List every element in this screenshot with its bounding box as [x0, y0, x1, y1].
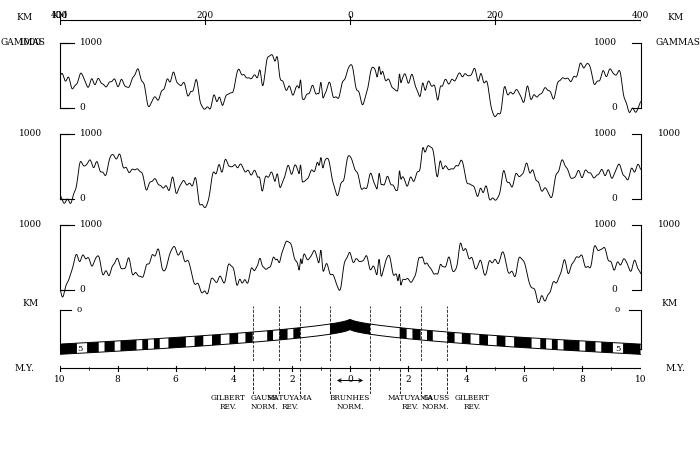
Text: GILBERT
REV.: GILBERT REV. — [211, 394, 246, 411]
Text: 2: 2 — [405, 375, 411, 384]
Text: KM: KM — [22, 299, 38, 308]
Text: 0: 0 — [612, 104, 617, 113]
Polygon shape — [330, 320, 370, 334]
Text: 200: 200 — [196, 11, 214, 20]
Text: GAMMAS: GAMMAS — [0, 37, 45, 46]
Polygon shape — [142, 339, 148, 350]
Text: M.Y.: M.Y. — [15, 364, 34, 373]
Polygon shape — [267, 330, 273, 341]
Text: 1000: 1000 — [19, 129, 42, 138]
Text: 0: 0 — [77, 306, 82, 314]
Text: KM: KM — [662, 299, 678, 308]
Text: GAUSS
NORM.: GAUSS NORM. — [251, 394, 278, 411]
Polygon shape — [497, 336, 505, 346]
Polygon shape — [293, 328, 300, 339]
Polygon shape — [447, 332, 454, 343]
Text: 0: 0 — [612, 194, 617, 203]
Polygon shape — [246, 332, 253, 343]
Polygon shape — [412, 329, 421, 340]
Text: 1000: 1000 — [594, 38, 617, 47]
Polygon shape — [195, 336, 203, 346]
Text: 2: 2 — [289, 375, 295, 384]
Text: 0: 0 — [80, 104, 85, 113]
Polygon shape — [154, 339, 160, 349]
Polygon shape — [212, 334, 220, 345]
Polygon shape — [400, 328, 407, 339]
Text: 1000: 1000 — [19, 37, 42, 46]
Polygon shape — [540, 339, 546, 349]
Text: 400: 400 — [51, 11, 68, 20]
Polygon shape — [279, 329, 288, 340]
Text: MATUYAMA
REV.: MATUYAMA REV. — [267, 394, 313, 411]
Polygon shape — [230, 333, 238, 344]
Polygon shape — [60, 343, 77, 354]
Text: 5: 5 — [77, 345, 83, 353]
Text: KM: KM — [667, 14, 683, 23]
Polygon shape — [104, 341, 115, 352]
Polygon shape — [427, 330, 433, 341]
Text: 1000: 1000 — [80, 129, 103, 138]
Text: 1000: 1000 — [658, 219, 681, 228]
Text: 1000: 1000 — [19, 219, 42, 228]
Text: 0: 0 — [615, 306, 620, 314]
Text: 4: 4 — [231, 375, 237, 384]
Text: KM: KM — [17, 14, 33, 23]
Polygon shape — [601, 342, 613, 353]
Text: 10: 10 — [635, 375, 646, 384]
Text: 8: 8 — [115, 375, 120, 384]
Text: 8: 8 — [580, 375, 585, 384]
Polygon shape — [60, 320, 640, 354]
Text: 1000: 1000 — [658, 129, 681, 138]
Text: 1000: 1000 — [80, 38, 103, 47]
Polygon shape — [120, 340, 136, 351]
Polygon shape — [514, 337, 531, 348]
Text: 1000: 1000 — [594, 129, 617, 138]
Text: GAMMAS: GAMMAS — [655, 37, 700, 46]
Text: 400: 400 — [632, 11, 649, 20]
Polygon shape — [87, 342, 99, 353]
Text: 0: 0 — [80, 286, 85, 295]
Text: 5: 5 — [615, 345, 620, 353]
Polygon shape — [462, 333, 470, 344]
Text: MATUYAMA
REV.: MATUYAMA REV. — [387, 394, 433, 411]
Text: 0: 0 — [347, 375, 353, 384]
Text: BRUNHES
NORM.: BRUNHES NORM. — [330, 394, 370, 411]
Polygon shape — [480, 334, 488, 345]
Text: 200: 200 — [486, 11, 504, 20]
Text: 6: 6 — [173, 375, 178, 384]
Polygon shape — [552, 339, 558, 350]
Text: 0: 0 — [612, 286, 617, 295]
Polygon shape — [585, 341, 596, 352]
Text: 10: 10 — [54, 375, 65, 384]
Polygon shape — [564, 340, 580, 351]
Text: M.Y.: M.Y. — [666, 364, 685, 373]
Text: 6: 6 — [522, 375, 527, 384]
Text: 0: 0 — [80, 194, 85, 203]
Polygon shape — [623, 343, 640, 354]
Polygon shape — [169, 337, 186, 348]
Text: 4: 4 — [463, 375, 469, 384]
Text: 0: 0 — [347, 11, 353, 20]
Text: KM: KM — [51, 11, 68, 20]
Text: GAUSS
NORM.: GAUSS NORM. — [422, 394, 449, 411]
Text: 1000: 1000 — [80, 220, 103, 229]
Text: 1000: 1000 — [594, 220, 617, 229]
Text: GILBERT
REV.: GILBERT REV. — [454, 394, 489, 411]
